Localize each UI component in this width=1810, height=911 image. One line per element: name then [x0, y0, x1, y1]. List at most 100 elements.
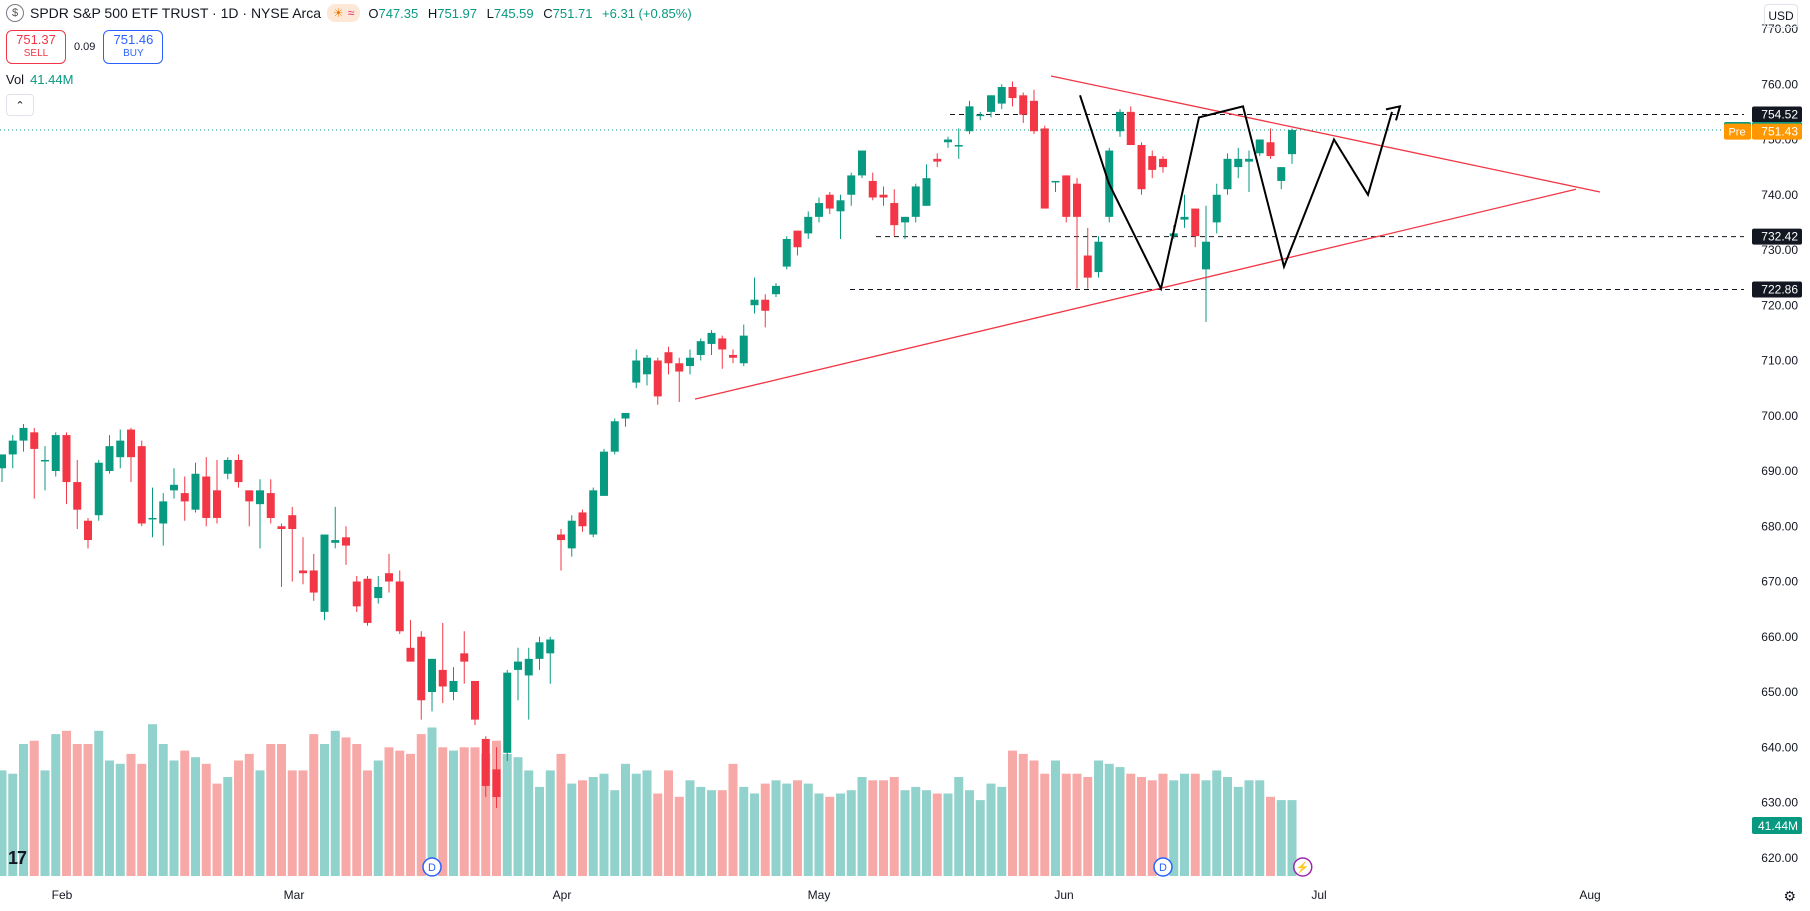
candle-body — [858, 150, 866, 176]
candle-body — [675, 363, 684, 372]
volume-bar — [814, 793, 824, 876]
candle-body — [815, 203, 823, 217]
y-tick-label: 620.00 — [1761, 851, 1798, 865]
volume-bar — [255, 770, 265, 876]
session-chip[interactable]: ☀ ≈ — [326, 4, 361, 22]
sell-button[interactable]: 751.37 SELL — [6, 30, 66, 64]
candle-body — [1202, 241, 1210, 270]
volume-bar — [685, 780, 695, 876]
volume-bar — [1158, 773, 1168, 876]
volume-bar — [1061, 773, 1071, 876]
settings-gear-icon[interactable]: ⚙ — [1783, 888, 1796, 904]
candle-body — [62, 435, 71, 483]
volume-bar — [664, 770, 673, 876]
candle-body — [578, 512, 587, 527]
volume-bar — [556, 753, 566, 876]
price-badge — [1752, 228, 1802, 245]
candle-body — [406, 647, 415, 662]
x-tick-label: Jul — [1311, 888, 1326, 902]
volume-bar — [943, 793, 953, 876]
candle-body — [718, 338, 727, 350]
volume-bar — [1147, 780, 1157, 876]
volume-bar — [911, 786, 921, 876]
x-tick-label: Jun — [1054, 888, 1073, 902]
volume-bar — [599, 773, 609, 876]
candle-body — [331, 540, 340, 543]
candle-body — [503, 672, 512, 753]
volume-bar — [1104, 763, 1114, 876]
open-label: O — [368, 5, 379, 21]
change-value: +6.31 (+0.85%) — [602, 5, 692, 21]
volume-bar — [244, 753, 254, 876]
candle-body — [1255, 139, 1264, 154]
y-tick-label: 650.00 — [1761, 685, 1798, 699]
candle-body — [514, 661, 522, 670]
event-marker-icon — [1293, 857, 1313, 877]
candle-body — [911, 186, 920, 217]
volume-bar — [760, 783, 770, 876]
candle-body — [245, 490, 254, 502]
pattern-zigzag — [1079, 94, 1393, 292]
candle-body — [750, 299, 759, 306]
price-badge — [1752, 106, 1802, 123]
candle-body — [782, 238, 791, 267]
candle-body — [686, 357, 694, 367]
candle-body — [632, 360, 641, 383]
volume-bar — [19, 744, 28, 876]
sun-icon: ☀ — [332, 6, 344, 20]
tradingview-logo[interactable]: 17 — [8, 848, 27, 868]
volume-bar — [148, 724, 157, 876]
candle-body — [84, 520, 92, 541]
volume-bar — [1169, 780, 1179, 876]
symbol-logo-icon[interactable]: $ — [6, 4, 24, 22]
sell-label: SELL — [23, 48, 49, 59]
volume-badge-label: 41.44M — [1758, 819, 1798, 833]
volume-bar — [62, 730, 71, 876]
candle-body — [987, 95, 995, 112]
volume-bar — [1266, 796, 1275, 876]
sell-price: 751.37 — [16, 32, 56, 47]
volume-bar — [567, 783, 577, 876]
candle-body — [30, 432, 39, 449]
buy-price: 751.46 — [113, 32, 154, 47]
y-tick-label: 690.00 — [1761, 464, 1798, 478]
candle-body — [385, 573, 393, 582]
candle-body — [492, 769, 501, 797]
price-badge — [1752, 123, 1802, 140]
candle-body — [288, 515, 297, 530]
volume-bar — [406, 753, 415, 876]
volume-bar — [0, 770, 7, 876]
candle-body — [8, 440, 17, 455]
volume-bar — [1018, 753, 1028, 876]
volume-bar — [879, 780, 888, 876]
volume-bar — [384, 747, 394, 876]
volume-bar — [191, 757, 200, 876]
buy-button[interactable]: 751.46 BUY — [103, 30, 164, 64]
candle-body — [976, 114, 985, 117]
symbol-title[interactable]: SPDR S&P 500 ETF TRUST · 1D · NYSE Arca — [30, 5, 321, 21]
volume-bar — [72, 744, 82, 876]
volume-bar — [739, 786, 749, 876]
collapse-legend-button[interactable]: ⌃ — [6, 94, 34, 116]
volume-bar — [1126, 773, 1136, 876]
y-tick-label: 630.00 — [1761, 796, 1798, 810]
volume-bar — [1040, 773, 1050, 876]
candle-body — [1191, 208, 1200, 237]
candle-body — [901, 216, 909, 223]
candle-body — [19, 427, 28, 441]
candle-body — [148, 517, 157, 520]
volume-legend[interactable]: Vol 41.44M — [6, 72, 73, 87]
y-tick-label: 760.00 — [1761, 77, 1798, 91]
close-value: 751.71 — [552, 5, 593, 21]
marker-label: D — [1159, 862, 1167, 874]
volume-bar — [212, 783, 222, 876]
candle-body — [159, 501, 168, 524]
candle-body — [535, 642, 544, 659]
candle-body — [449, 680, 458, 692]
currency-button[interactable]: USD — [1764, 4, 1798, 28]
volume-bar — [545, 770, 555, 876]
volume-bar — [330, 730, 340, 876]
candle-body — [707, 332, 716, 344]
volume-bar — [1094, 760, 1103, 876]
